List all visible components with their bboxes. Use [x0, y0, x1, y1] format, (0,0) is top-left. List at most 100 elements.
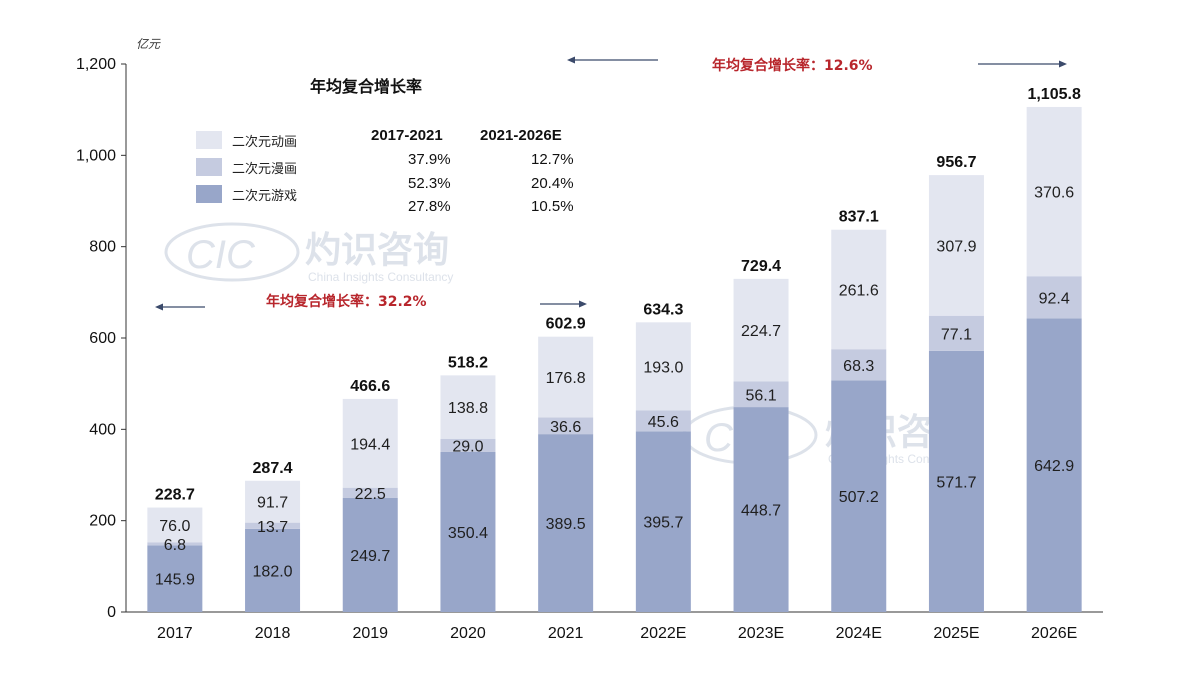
bar-segment: [342, 398, 398, 488]
total-label: 729.4: [741, 258, 781, 275]
x-tick-label: 2026E: [1031, 625, 1077, 642]
bar-segment: [440, 451, 496, 612]
total-label: 837.1: [839, 209, 879, 226]
bar-segment: [928, 175, 984, 316]
total-label: 956.7: [936, 154, 976, 171]
bar-segment: [928, 315, 984, 351]
data-label: 642.9: [1034, 458, 1074, 475]
x-tick-label: 2024E: [836, 625, 882, 642]
arrow-right-icon: [1059, 60, 1067, 68]
cagr-value: 37.9%: [408, 151, 451, 168]
watermark-logo: CIC: [186, 233, 256, 277]
data-label: 138.8: [448, 400, 488, 417]
bar-segment: [147, 507, 203, 543]
cagr-header-1: 2017-2021: [371, 127, 443, 144]
data-label: 350.4: [448, 525, 488, 542]
y-tick-label: 400: [89, 421, 116, 438]
x-tick-label: 2022E: [640, 625, 686, 642]
bar-segment: [147, 545, 203, 612]
y-tick-label: 0: [107, 604, 116, 621]
data-label: 76.0: [159, 518, 190, 535]
data-label: 307.9: [936, 238, 976, 255]
x-tick-labels: 2017 2018 2019 2020 2021 2022E 2023E 2024E 2025E…: [157, 625, 1077, 642]
y-tick-label: 1,200: [76, 56, 116, 73]
data-label: 249.7: [350, 548, 390, 565]
y-unit-label: 亿元: [136, 37, 161, 51]
data-label: 22.5: [355, 486, 386, 503]
data-label: 571.7: [936, 474, 976, 491]
bar-segment: [635, 431, 691, 612]
bar-segment: [1026, 106, 1082, 277]
bar-segment: [245, 522, 301, 529]
watermark-sub: China Insights Consultancy: [308, 270, 453, 284]
y-tick-label: 1,000: [76, 147, 116, 164]
bar-segment: [831, 229, 887, 350]
data-label: 194.4: [350, 436, 390, 453]
arrow-left-icon: [567, 56, 575, 64]
data-label: 56.1: [745, 387, 776, 404]
cagr-value: 12.7%: [531, 151, 574, 168]
bars: 145.9 6.8 76.0 228.7 182.0 13.7 91.7 287.4 249.7…: [147, 86, 1082, 612]
bar-segment: [831, 380, 887, 612]
bar-segment: [538, 336, 594, 418]
data-label: 77.1: [941, 326, 972, 343]
data-label: 6.8: [164, 537, 186, 554]
legend-label-game: 二次元游戏: [232, 188, 297, 204]
total-label: 634.3: [643, 301, 683, 318]
bar-segment: [245, 480, 301, 523]
data-label: 92.4: [1039, 290, 1070, 307]
cagr-value: 27.8%: [408, 198, 451, 215]
total-label: 602.9: [546, 316, 586, 333]
bar-segment: [440, 438, 496, 452]
x-tick-label: 2020: [450, 625, 486, 642]
cagr-table: 年均复合增长率 2017-2021 2021-2026E 二次元动画 37.9%…: [196, 77, 574, 215]
y-ticks: 0 200 400 600 800 1,000 1,200: [76, 56, 126, 621]
cagr-annotation-2021-2026: 年均复合增长率：12.6%: [567, 56, 1067, 74]
data-label: 261.6: [839, 282, 879, 299]
x-tick-label: 2025E: [933, 625, 979, 642]
legend-label-comic: 二次元漫画: [232, 161, 297, 177]
total-label: 287.4: [253, 460, 293, 477]
bar-segment: [245, 528, 301, 612]
data-label: 29.0: [452, 438, 483, 455]
bar-segment: [733, 278, 789, 382]
data-label: 45.6: [648, 414, 679, 431]
bar-segment: [1026, 318, 1082, 612]
legend-swatch-game: [196, 185, 222, 203]
cagr-header-2: 2021-2026E: [480, 127, 562, 144]
data-label: 389.5: [546, 516, 586, 533]
total-label: 228.7: [155, 487, 195, 504]
bar-segment: [147, 542, 203, 546]
watermark-name: 灼识咨询: [305, 230, 449, 271]
x-tick-label: 2017: [157, 625, 193, 642]
arrow-left-icon: [155, 303, 163, 311]
data-label: 448.7: [741, 503, 781, 520]
bar-segment: [342, 487, 398, 498]
bar-segment: [831, 349, 887, 381]
bar-segment: [342, 497, 398, 612]
legend-swatch-comic: [196, 158, 222, 176]
y-tick-label: 600: [89, 330, 116, 347]
cagr-value: 52.3%: [408, 175, 451, 192]
bar-segment: [733, 381, 789, 408]
bar-segment: [440, 375, 496, 439]
x-tick-label: 2021: [548, 625, 584, 642]
total-label: 1,105.8: [1027, 86, 1080, 103]
watermark-upper: CIC 灼识咨询 China Insights Consultancy: [164, 222, 453, 284]
bar-segment: [733, 407, 789, 612]
total-label: 518.2: [448, 354, 488, 371]
data-label: 176.8: [546, 370, 586, 387]
cagr-annotation-text: 年均复合增长率：12.6%: [712, 57, 873, 74]
arrow-right-icon: [579, 300, 587, 308]
data-label: 145.9: [155, 572, 195, 589]
cagr-value: 10.5%: [531, 198, 574, 215]
cagr-annotation-text: 年均复合增长率：32.2%: [266, 293, 427, 310]
data-label: 91.7: [257, 495, 288, 512]
data-label: 395.7: [643, 515, 683, 532]
cagr-value: 20.4%: [531, 175, 574, 192]
data-label: 36.6: [550, 419, 581, 436]
x-tick-label: 2018: [255, 625, 291, 642]
y-tick-label: 200: [89, 513, 116, 530]
y-tick-label: 800: [89, 239, 116, 256]
